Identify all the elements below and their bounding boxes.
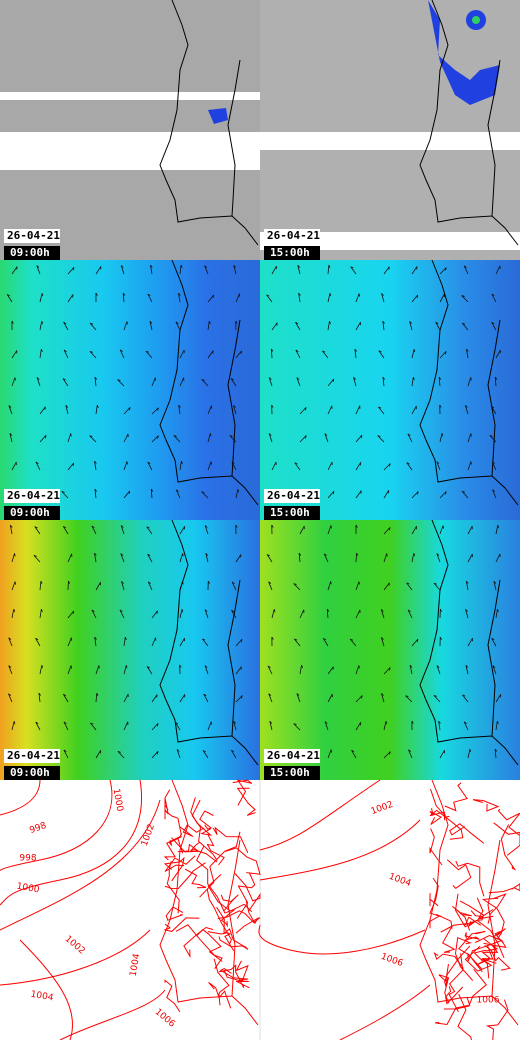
isobar	[435, 953, 464, 968]
isobar-label: 1002	[140, 823, 157, 848]
wind-arrow	[417, 295, 418, 298]
time-label: 09:00h	[10, 506, 50, 519]
wind-right	[260, 260, 520, 520]
isobar-label: 998	[19, 854, 36, 864]
isobar	[185, 869, 206, 888]
isobar	[439, 964, 449, 1003]
isobar	[20, 940, 73, 1040]
isobar-label: 1004	[387, 872, 412, 889]
isobar-label: 998	[28, 821, 48, 836]
border	[488, 840, 500, 996]
wind-arrow	[359, 665, 360, 668]
isobar	[445, 783, 467, 811]
isobar	[60, 990, 165, 1040]
date-label: 26-04-21	[267, 749, 320, 762]
wind-left	[0, 260, 260, 520]
date-label: 26-04-21	[7, 749, 60, 762]
satellite-right	[260, 0, 520, 260]
wind-arrow	[99, 665, 100, 668]
isobar-label: 1006	[477, 996, 500, 1006]
isobar	[0, 780, 112, 880]
wind-arrow	[73, 463, 74, 466]
wind-arrow	[129, 491, 130, 494]
isobar	[501, 825, 514, 870]
date-label: 26-04-21	[267, 229, 320, 242]
isobar	[450, 824, 484, 844]
isobar-label: 1006	[379, 952, 404, 969]
isobar-label: 1000	[16, 882, 41, 896]
isobar	[447, 860, 471, 889]
isobar	[259, 925, 425, 954]
isobar	[473, 800, 498, 811]
date-label: 26-04-21	[7, 229, 60, 242]
wind-arrow	[213, 295, 214, 298]
time-label: 15:00h	[270, 246, 310, 259]
gust-left	[0, 520, 260, 780]
wind-arrow	[471, 433, 472, 436]
isobar	[260, 820, 420, 880]
isobar-label: 1004	[30, 990, 55, 1004]
scan-gap	[0, 92, 260, 100]
isobar	[489, 884, 520, 893]
isobar	[208, 932, 234, 951]
isobar	[236, 901, 258, 934]
wind-arrow	[71, 433, 72, 436]
isobar	[468, 941, 501, 969]
precip	[472, 16, 480, 24]
isobar-label: 1006	[153, 1007, 177, 1030]
isobar-label: 1002	[63, 934, 87, 956]
isobar-label: 1000	[111, 788, 125, 813]
date-label: 26-04-21	[7, 489, 60, 502]
isobar	[200, 811, 214, 829]
isobar	[498, 809, 520, 835]
isobar	[233, 780, 252, 805]
time-label: 15:00h	[270, 506, 310, 519]
isobar	[0, 780, 40, 815]
isobar	[237, 873, 255, 919]
gust-right	[260, 520, 520, 780]
isobar	[0, 800, 160, 930]
isobar	[430, 916, 452, 929]
wind-arrow	[73, 611, 74, 614]
wind-arrow	[333, 379, 334, 382]
isobar-label: 1004	[129, 953, 143, 978]
isobar-label: 1002	[370, 800, 395, 817]
date-label: 26-04-21	[267, 489, 320, 502]
wind-arrow	[471, 377, 472, 380]
wind-arrow	[387, 553, 388, 556]
time-label: 09:00h	[10, 766, 50, 779]
scan-gap	[0, 132, 260, 170]
wind-arrow	[127, 321, 128, 324]
isobar	[488, 1000, 508, 1040]
isobar	[226, 848, 261, 874]
scan-gap	[260, 132, 520, 150]
isobar	[474, 939, 497, 962]
isobar	[166, 907, 183, 920]
isobar	[340, 985, 430, 1040]
isobar	[477, 898, 504, 958]
satellite-left	[0, 0, 260, 260]
wind-arrow	[331, 525, 332, 528]
isobar	[430, 828, 442, 865]
isobar	[483, 898, 504, 939]
isobar	[260, 780, 380, 850]
time-label: 15:00h	[270, 766, 310, 779]
time-label: 09:00h	[10, 246, 50, 259]
